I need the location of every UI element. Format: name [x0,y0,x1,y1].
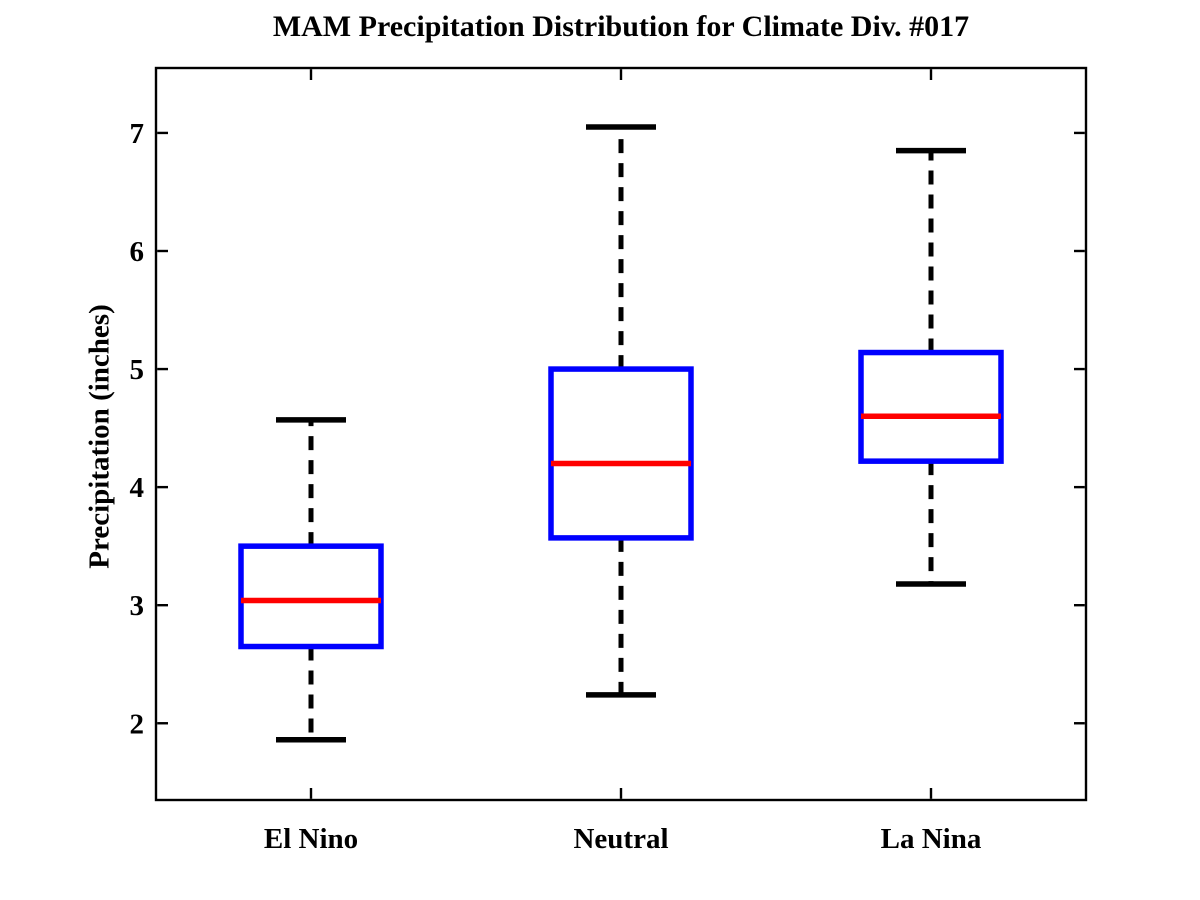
y-tick-label: 7 [130,118,145,150]
y-tick-label: 2 [130,708,145,740]
y-tick-label: 6 [130,236,145,268]
y-tick-label: 4 [130,472,145,504]
box-la-nina [858,349,1004,464]
box-neutral [548,366,694,541]
box-el-nino [238,543,384,650]
x-tick-label: Neutral [573,823,668,855]
axis-box [154,66,1088,802]
x-tick-label: El Nino [264,823,358,855]
chart-title: MAM Precipitation Distribution for Clima… [272,10,970,43]
y-tick-label: 3 [130,590,145,622]
y-tick-label: 5 [130,354,145,386]
x-tick-label: La Nina [881,823,982,855]
